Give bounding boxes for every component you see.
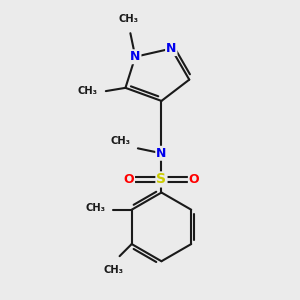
Text: CH₃: CH₃ xyxy=(119,14,139,24)
Text: CH₃: CH₃ xyxy=(110,136,130,146)
Text: N: N xyxy=(130,50,140,63)
Text: CH₃: CH₃ xyxy=(78,86,98,96)
Text: S: S xyxy=(157,172,166,186)
Text: N: N xyxy=(166,42,176,55)
Text: CH₃: CH₃ xyxy=(104,265,124,275)
Text: O: O xyxy=(123,173,134,186)
Text: CH₃: CH₃ xyxy=(85,203,106,213)
Text: O: O xyxy=(189,173,200,186)
Text: N: N xyxy=(156,147,167,160)
